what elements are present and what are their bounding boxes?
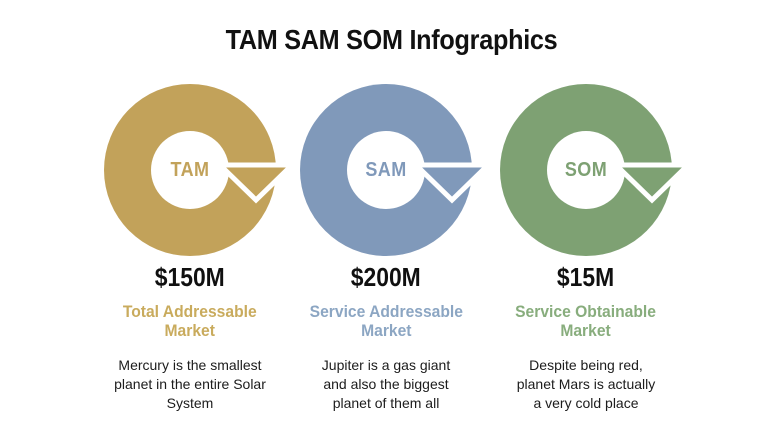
market-description: Mercury is the smallest planet in the en… (114, 357, 266, 411)
arrow-down-icon (409, 162, 495, 204)
market-value: $200M (351, 262, 421, 292)
donut-hole (347, 131, 425, 209)
donut-hole (547, 131, 625, 209)
market-value: $15M (557, 262, 615, 292)
market-column-tam: TAM $150M Total Addressable Market Mercu… (90, 84, 299, 413)
market-subtitle: Service Obtainable Market (515, 302, 657, 340)
donut-hole (151, 131, 229, 209)
donut-chart-som: SOM (500, 84, 695, 256)
donut-label: SAM (365, 158, 407, 181)
donut-chart-tam: TAM (104, 84, 299, 256)
page-title: TAM SAM SOM Infographics (225, 24, 558, 55)
market-subtitle: Total Addressable Market (123, 302, 257, 340)
donut-chart-sam: SAM (300, 84, 495, 256)
donut-label: SOM (564, 158, 608, 181)
market-column-som: SOM $15M Service Obtainable Market Despi… (486, 84, 695, 413)
market-column-sam: SAM $200M Service Addressable Market Jup… (286, 84, 495, 413)
market-description: Jupiter is a gas giant and also the bigg… (321, 357, 451, 411)
arrow-down-icon (213, 162, 299, 204)
market-value: $150M (155, 262, 225, 292)
donut-label: TAM (170, 158, 210, 181)
market-subtitle: Service Addressable Market (309, 302, 463, 340)
arrow-down-icon (609, 162, 695, 204)
market-description: Despite being red, planet Mars is actual… (516, 357, 656, 411)
